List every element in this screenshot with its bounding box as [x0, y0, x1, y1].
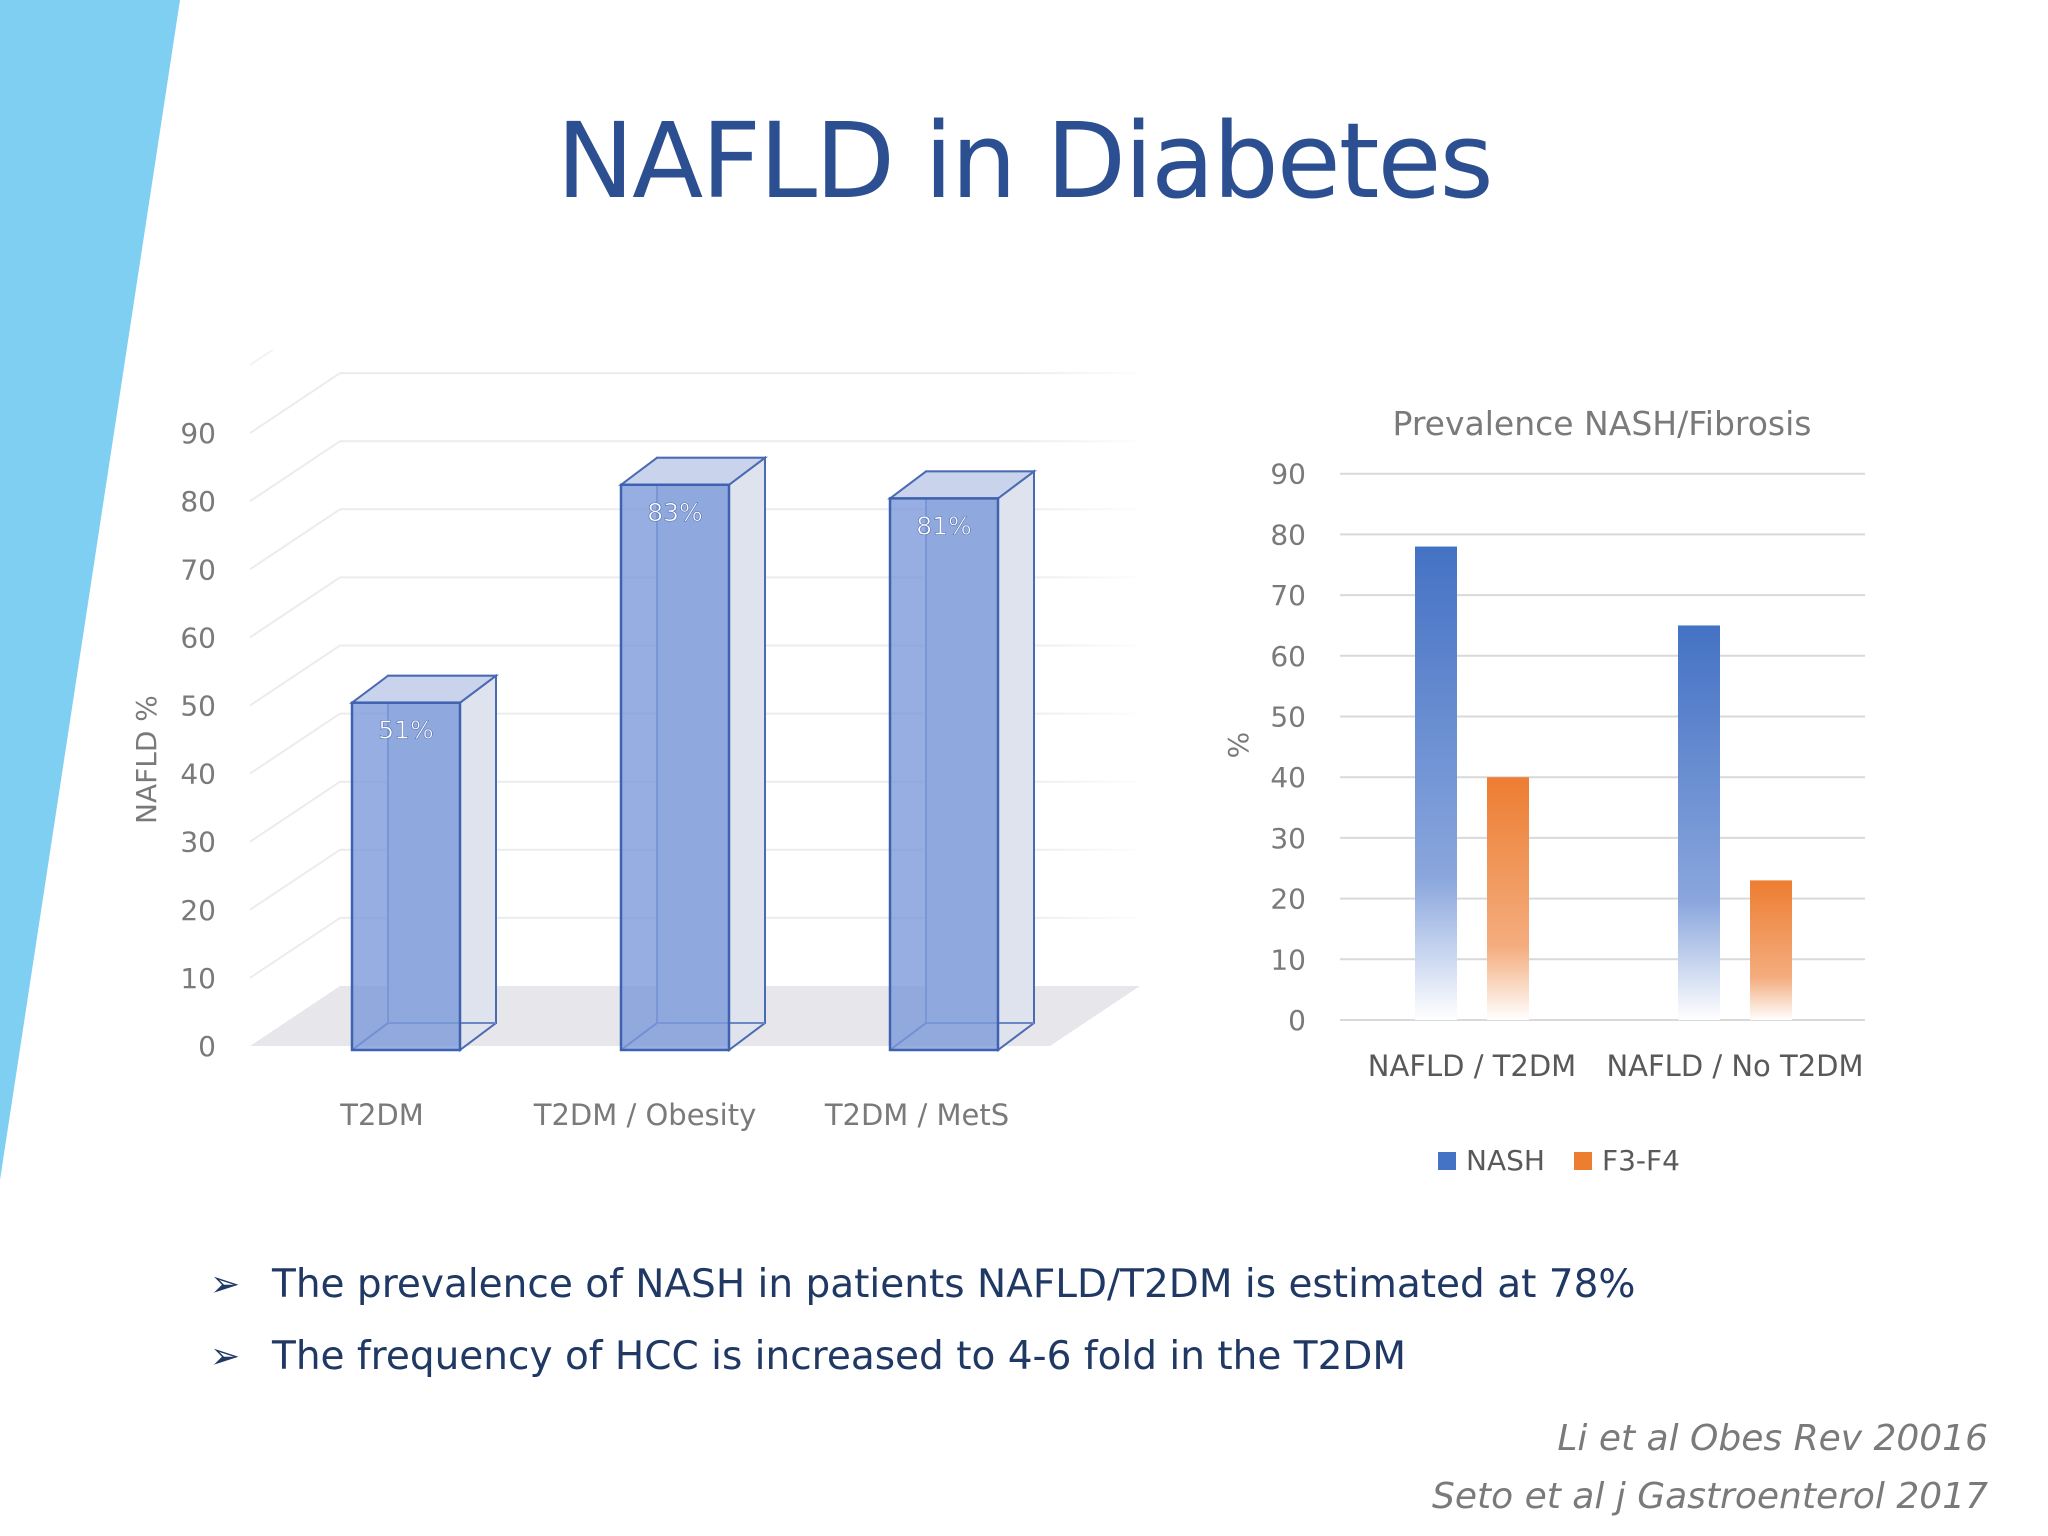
legend-label: NASH — [1466, 1144, 1545, 1177]
arrowhead-icon: ➢ — [210, 1263, 241, 1305]
legend-swatch — [1574, 1152, 1592, 1170]
y-tick-label: 20 — [1270, 883, 1306, 916]
side-gridline — [249, 350, 275, 366]
wall-fade — [1020, 350, 1150, 986]
bullet-text: The prevalence of NASH in patients NAFLD… — [272, 1261, 1636, 1307]
bar-side-face — [997, 469, 1035, 1052]
y-tick-label: 70 — [180, 553, 216, 586]
y-tick-label: 90 — [1270, 458, 1306, 491]
x-tick-label: T2DM / Obesity — [533, 1098, 757, 1132]
side-gridline — [249, 372, 341, 434]
bar-side-face — [459, 673, 497, 1052]
x-tick-label: T2DM — [339, 1098, 424, 1132]
side-gridline — [249, 712, 341, 775]
bar-nash — [1415, 546, 1457, 1020]
y-tick-label: 10 — [180, 962, 216, 995]
bullet-item: ➢ The prevalence of NASH in patients NAF… — [210, 1248, 1635, 1320]
y-tick-label: 50 — [1270, 701, 1306, 734]
y-tick-label: 40 — [180, 758, 216, 791]
data-label: 83% — [647, 498, 703, 527]
y-tick-label: 80 — [1270, 518, 1306, 551]
prevalence-bar-chart: Prevalence NASH/Fibrosis 0 10 20 30 40 50 60 70 8… — [1222, 404, 1865, 1177]
y-axis-label: NAFLD % — [130, 695, 163, 824]
y-tick-label: 90 — [180, 417, 216, 450]
bar-side-face — [728, 455, 766, 1052]
references: Li et al Obes Rev 20016 Seto et al j Gas… — [1432, 1410, 1988, 1526]
bullet-text: The frequency of HCC is increased to 4-6… — [272, 1333, 1407, 1379]
y-axis-label: % — [1222, 732, 1255, 759]
reference-line: Seto et al j Gastroenterol 2017 — [1431, 1476, 1988, 1517]
side-gridline — [249, 644, 341, 707]
y-tick-label: 70 — [1270, 579, 1306, 612]
y-tick-label: 50 — [180, 690, 216, 723]
y-tick-label: 60 — [180, 621, 216, 654]
side-gridline — [249, 780, 341, 843]
bar-3 — [887, 469, 1037, 1052]
nafld-3d-bar-chart: 0 10 20 30 40 50 60 70 80 90 NAFLD % 51% T2DM 83% T2DM… — [130, 350, 1150, 1132]
bar-f3-f4 — [1750, 880, 1792, 1020]
bar-f3-f4 — [1487, 777, 1529, 1020]
page-title: NAFLD in Diabetes — [556, 100, 1493, 222]
bar-front-face — [619, 483, 731, 1052]
y-tick-label: 30 — [180, 826, 216, 859]
y-tick-label: 60 — [1270, 640, 1306, 673]
reference-line: Li et al Obes Rev 20016 — [1557, 1418, 1988, 1459]
bullet-list: ➢ The prevalence of NASH in patients NAF… — [210, 1248, 1635, 1392]
data-label: 81% — [916, 511, 972, 540]
x-tick-label: NAFLD / No T2DM — [1606, 1049, 1863, 1083]
y-tick-label: 10 — [1270, 943, 1306, 976]
bar-1 — [349, 673, 499, 1052]
chart-title: Prevalence NASH/Fibrosis — [1393, 404, 1812, 443]
bar-nash — [1678, 625, 1720, 1020]
bar-2 — [618, 455, 768, 1052]
side-gridline — [249, 576, 341, 639]
decorative-stripe — [0, 0, 180, 1180]
y-tick-label: 30 — [1270, 822, 1306, 855]
side-gridline — [249, 917, 341, 979]
x-tick-label: T2DM / MetS — [824, 1098, 1009, 1132]
bar-front-face — [888, 497, 1000, 1052]
bar-front-face — [350, 701, 462, 1052]
legend-label: F3-F4 — [1602, 1144, 1680, 1177]
side-gridline — [249, 848, 341, 911]
y-tick-label: 20 — [180, 894, 216, 927]
y-tick-label: 40 — [1270, 761, 1306, 794]
y-tick-label: 0 — [1288, 1004, 1306, 1037]
x-tick-label: NAFLD / T2DM — [1368, 1049, 1576, 1083]
side-gridline — [249, 440, 341, 503]
side-gridline — [249, 508, 341, 571]
legend-swatch — [1438, 1152, 1456, 1170]
data-label: 51% — [378, 716, 434, 745]
y-tick-label: 0 — [198, 1030, 216, 1063]
bullet-item: ➢ The frequency of HCC is increased to 4… — [210, 1320, 1635, 1392]
arrowhead-icon: ➢ — [210, 1335, 241, 1377]
y-tick-label: 80 — [180, 485, 216, 518]
